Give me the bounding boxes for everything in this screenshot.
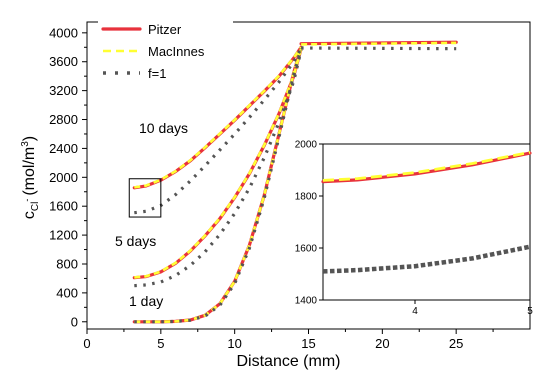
curve-annotation: 1 day bbox=[129, 293, 163, 309]
x-tick-label: 5 bbox=[157, 336, 164, 351]
x-tick-label: 10 bbox=[227, 336, 241, 351]
inset-y-tick-label: 1400 bbox=[295, 296, 318, 307]
y-tick-label: 3600 bbox=[49, 54, 78, 69]
y-tick-label: 1600 bbox=[49, 199, 78, 214]
y-tick-label: 2800 bbox=[49, 112, 78, 127]
inset-frame bbox=[322, 143, 531, 301]
y-tick-label: 1200 bbox=[49, 228, 78, 243]
y-tick-label: 3200 bbox=[49, 83, 78, 98]
legend-label: Pitzer bbox=[148, 22, 182, 37]
inset-series-line-macinnes bbox=[322, 150, 531, 182]
y-axis-subscript: Cl bbox=[30, 202, 41, 211]
x-tick-label: 15 bbox=[301, 336, 315, 351]
y-tick-label: 0 bbox=[71, 314, 78, 329]
x-tick-label: 25 bbox=[449, 336, 463, 351]
y-tick-label: 2000 bbox=[49, 170, 78, 185]
y-tick-label: 800 bbox=[56, 256, 78, 271]
inset-x-tick-label: 4 bbox=[412, 306, 418, 317]
series-line-macinnes-10-days bbox=[134, 46, 303, 189]
series-line-pitzer-5-days bbox=[132, 47, 303, 280]
y-axis-subscript-charge: - bbox=[22, 199, 32, 202]
curve-annotation: 5 days bbox=[115, 233, 156, 249]
y-axis-unit: (mol/m bbox=[21, 147, 38, 196]
y-axis-title: cCl- (mol/m3) bbox=[20, 136, 41, 219]
x-tick-label: 0 bbox=[83, 336, 90, 351]
x-axis-title: Distance (mm) bbox=[236, 353, 340, 370]
y-tick-label: 2400 bbox=[49, 141, 78, 156]
y-axis-unit-exponent: 3 bbox=[20, 141, 31, 147]
y-tick-label: 4000 bbox=[49, 25, 78, 40]
inset-series-line-f-1 bbox=[322, 244, 531, 274]
legend-label: MacInnes bbox=[148, 44, 205, 59]
zoom-region-box bbox=[128, 178, 162, 218]
inset-y-tick-label: 2000 bbox=[295, 140, 318, 151]
y-axis-symbol: c bbox=[21, 211, 38, 219]
series-line-macinnes-plateau bbox=[301, 41, 457, 46]
inset-x-tick-label: 5 bbox=[527, 306, 533, 317]
x-tick-label: 20 bbox=[375, 336, 389, 351]
legend-label: f=1 bbox=[148, 66, 166, 81]
legend: Pitzer MacInnes f=1 bbox=[98, 15, 233, 92]
inset-y-tick-label: 1800 bbox=[295, 192, 318, 203]
inset-y-tick-label: 1600 bbox=[295, 244, 318, 255]
curve-annotation: 10 days bbox=[139, 120, 188, 136]
y-axis-unit-close: ) bbox=[21, 136, 38, 141]
y-tick-label: 400 bbox=[56, 285, 78, 300]
inset-plot: 4 5 1400 1600 1800 2000 bbox=[295, 140, 533, 318]
